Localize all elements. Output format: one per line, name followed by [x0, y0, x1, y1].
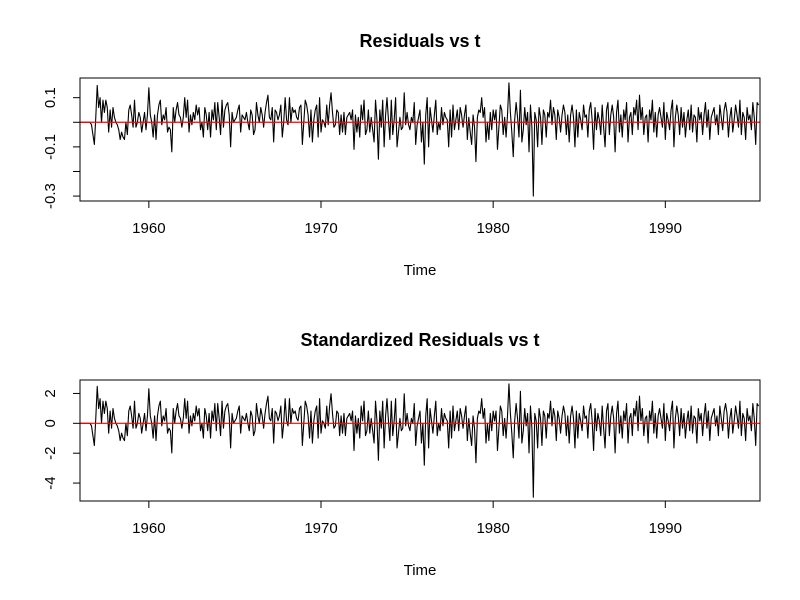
- residual-series-line: [80, 383, 760, 498]
- standardized-residuals-panel: Standardized Residuals vs t 1960 1970 1980 1…: [42, 330, 761, 579]
- plot-frame: [79, 379, 761, 502]
- x-tick-label: 1970: [304, 220, 337, 237]
- y-tick-label: 0: [42, 419, 59, 427]
- y-tick-label: -2: [42, 447, 59, 460]
- x-axis-label: Time: [404, 562, 437, 579]
- x-tick-label: 1990: [649, 520, 682, 537]
- x-tick-label: 1990: [649, 220, 682, 237]
- y-tick-label: -0.3: [42, 183, 59, 209]
- x-tick-label: 1980: [476, 220, 509, 237]
- chart-title: Standardized Residuals vs t: [300, 330, 539, 350]
- plot-frame: [79, 77, 761, 202]
- residuals-panel: Residuals vs t 1960 1970 1980 1990 -0.3 -0.1 0.…: [42, 31, 761, 279]
- y-tick-label: -4: [42, 476, 59, 489]
- y-tick-label: 2: [42, 389, 59, 397]
- residual-series-line: [80, 82, 760, 197]
- y-tick-label: -0.1: [42, 134, 59, 160]
- x-tick-label: 1980: [476, 520, 509, 537]
- chart-title: Residuals vs t: [359, 31, 480, 51]
- x-tick-label: 1960: [132, 220, 165, 237]
- x-tick-label: 1970: [304, 520, 337, 537]
- x-axis-label: Time: [404, 262, 437, 279]
- y-tick-label: 0.1: [42, 87, 59, 108]
- x-tick-label: 1960: [132, 520, 165, 537]
